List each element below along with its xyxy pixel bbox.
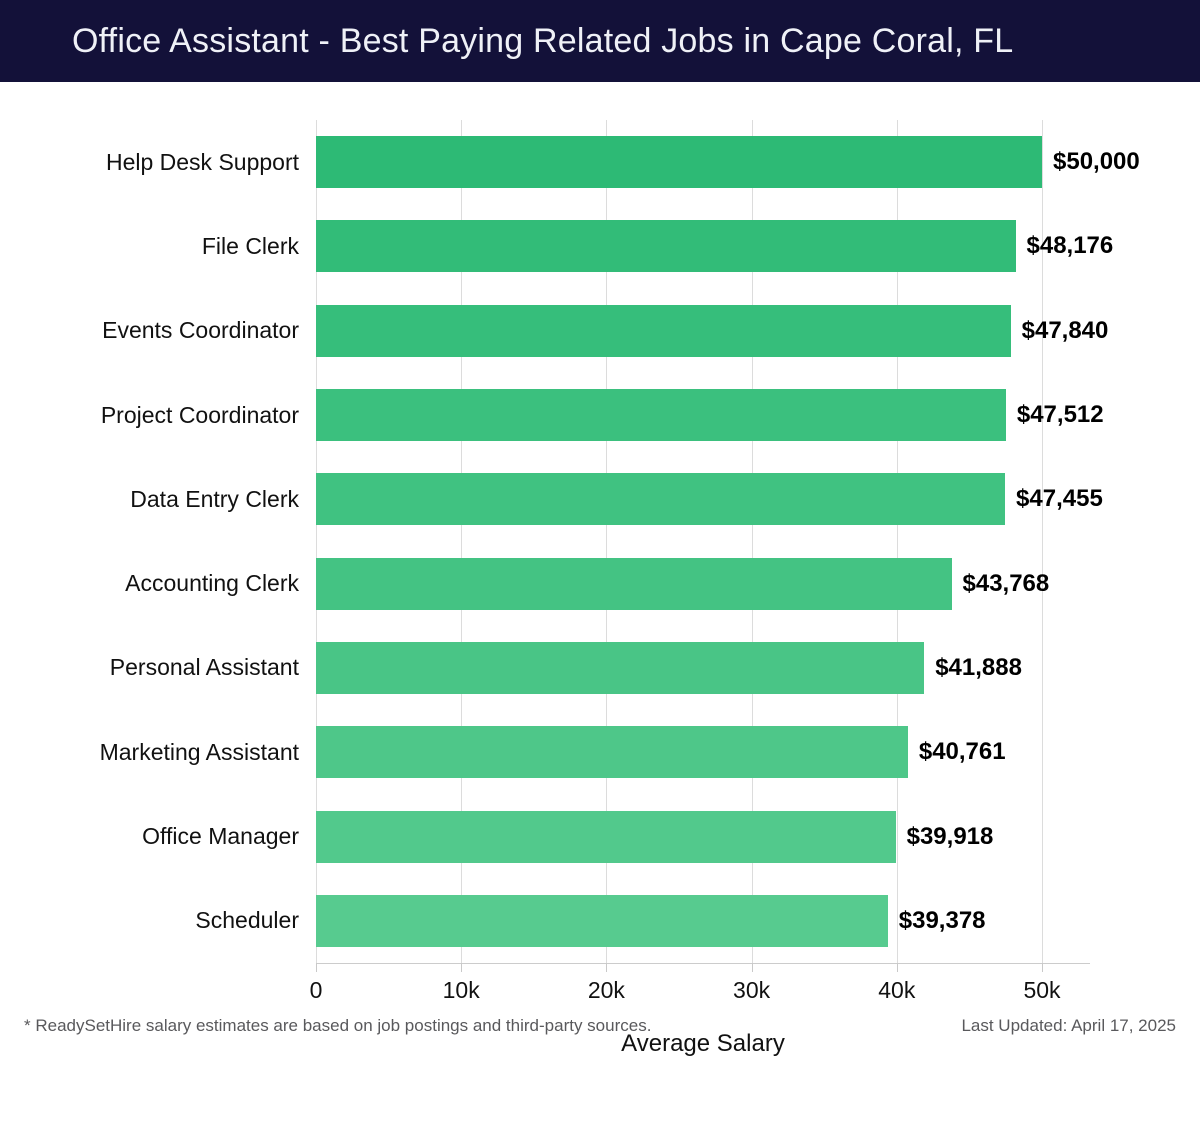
bar-row: Office Manager $39,918 [0,794,1140,878]
bar-row: Marketing Assistant $40,761 [0,710,1140,794]
category-label: Project Coordinator [100,401,299,428]
category-label: Office Manager [142,823,299,850]
tick-label: 0 [309,977,323,1003]
gridline [461,120,463,963]
gridline [751,120,753,963]
gridline [316,120,317,963]
tick-label: 30k [733,977,771,1003]
title-bar: Office Assistant - Best Paying Related J… [0,0,1200,82]
value-label: $48,176 [1026,232,1114,260]
tick-mark [461,963,463,972]
bar [316,810,896,863]
tick-mark [606,963,608,972]
value-label: $47,512 [1016,401,1104,429]
value-label: $39,918 [906,822,994,850]
tick-label: 20k [587,977,625,1003]
category-label: Events Coordinator [102,317,299,344]
category-label: Data Entry Clerk [130,485,299,512]
bar [316,557,952,610]
bar [316,894,888,947]
bar-row: Scheduler $39,378 [0,879,1140,963]
category-label: Help Desk Support [105,148,299,175]
source-note: * ReadySetHire salary estimates are base… [24,1016,652,1035]
tick-label: 10k [442,977,480,1003]
bar [316,726,908,779]
gridline [1042,120,1043,963]
bar-row: Project Coordinator $47,512 [0,373,1140,457]
gridline [606,120,608,963]
bar-chart: Help Desk Support $50,000 File Clerk $48,17… [0,82,1200,1140]
bar-rows: Help Desk Support $50,000 File Clerk $48,17… [0,120,1140,963]
bar-row: Help Desk Support $50,000 [0,120,1140,204]
value-label: $50,000 [1053,148,1140,176]
tick-label: 50k [1023,977,1061,1003]
value-label: $41,888 [935,653,1022,681]
value-label: $47,840 [1021,316,1109,344]
value-label: $47,455 [1016,485,1103,513]
page-title: Office Assistant - Best Paying Related J… [72,21,1014,60]
category-label: Accounting Clerk [125,570,299,597]
category-label: Personal Assistant [109,654,299,681]
bar-row: Accounting Clerk $43,768 [0,541,1140,625]
category-label: File Clerk [201,232,299,259]
value-label: $40,761 [918,738,1006,766]
value-label: $39,378 [898,906,986,934]
tick-mark [1042,963,1043,972]
bar [316,136,1042,189]
bar [316,389,1006,442]
gridline [896,120,898,963]
bar [316,304,1011,357]
category-label: Scheduler [195,907,299,934]
plot-area [316,120,1090,964]
x-axis-label: Average Salary [621,1030,785,1057]
tick-mark [751,963,753,972]
tick-mark [896,963,898,972]
bar-row: File Clerk $48,176 [0,204,1140,288]
x-axis: 0 10k 20k 30k 40k 50k [310,963,1090,1013]
bar-row: Events Coordinator $47,840 [0,289,1140,373]
tick-label: 40k [878,977,916,1003]
value-label: $43,768 [962,569,1050,597]
bar-row: Data Entry Clerk $47,455 [0,457,1140,541]
bar-row: Personal Assistant $41,888 [0,626,1140,710]
bar [316,641,925,694]
footer: * ReadySetHire salary estimates are base… [0,1016,1200,1036]
tick-mark [316,963,317,972]
category-label: Marketing Assistant [99,738,299,765]
last-updated: Last Updated: April 17, 2025 [961,1016,1176,1035]
bar [316,220,1016,273]
bar [316,473,1006,526]
